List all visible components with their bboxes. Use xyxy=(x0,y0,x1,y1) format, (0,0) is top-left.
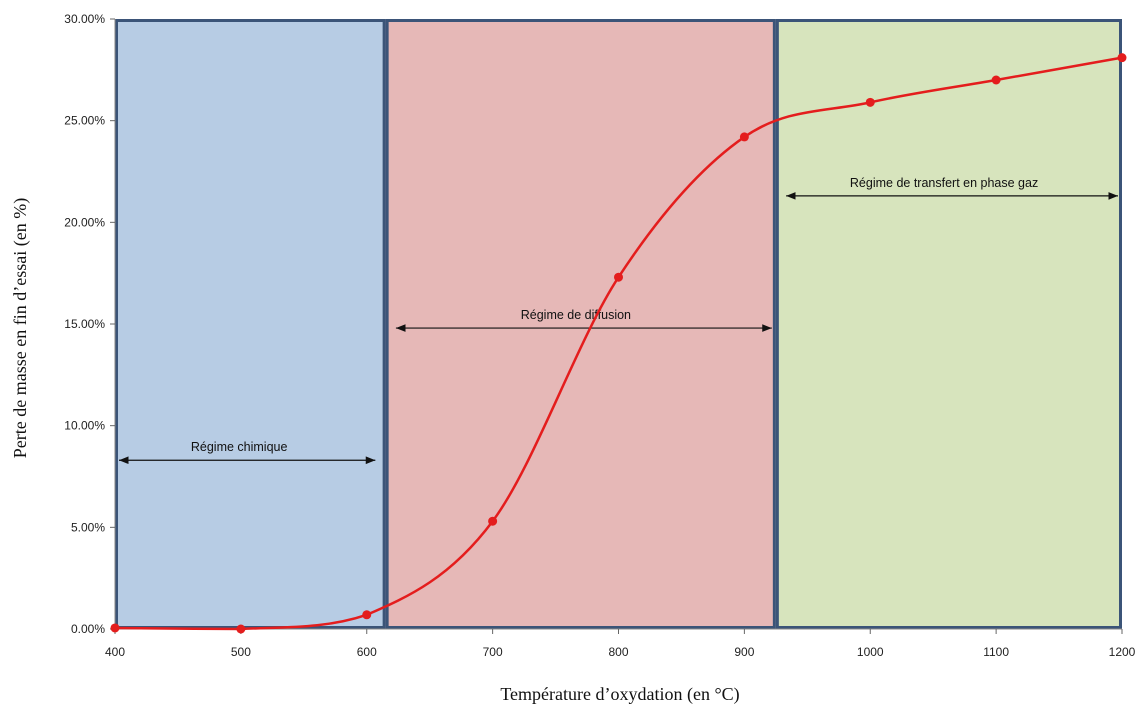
series-line-1 xyxy=(114,56,1123,631)
x-tick-label: 1200 xyxy=(1109,645,1136,659)
x-tick-label: 800 xyxy=(608,645,628,659)
ticks-layer: 0.00% 5.00% 10.00% 15.00% 20.00% 25.00% 30.00%… xyxy=(64,12,1135,659)
data-point-700 xyxy=(488,516,498,526)
y-tick-label: 25.00% xyxy=(64,114,105,128)
data-point-1000 xyxy=(865,97,875,107)
data-point-1100 xyxy=(991,75,1001,85)
x-tick-label: 400 xyxy=(105,645,125,659)
data-point-900 xyxy=(739,132,749,142)
data-point-400 xyxy=(110,623,120,633)
y-tick-label: 15.00% xyxy=(64,317,105,331)
y-tick-label: 0.00% xyxy=(71,622,105,636)
y-tick-label: 30.00% xyxy=(64,12,105,26)
annotation-label-3: Régime de transfert en phase gaz xyxy=(850,176,1038,190)
x-axis-title: Température d’oxydation (en °C) xyxy=(500,684,739,705)
x-tick-label: 1100 xyxy=(983,645,1009,659)
annotation-label-1: Régime chimique xyxy=(191,440,288,454)
x-tick-label: 600 xyxy=(357,645,377,659)
y-axis-title: Perte de masse en fin d’essai (en %) xyxy=(10,198,31,458)
y-tick-label: 20.00% xyxy=(64,215,105,229)
y-tick-label: 5.00% xyxy=(71,520,105,534)
x-tick-label: 700 xyxy=(483,645,503,659)
region-border-3 xyxy=(775,19,1122,629)
region-3 xyxy=(775,19,1122,629)
data-point-600 xyxy=(362,610,372,620)
x-tick-label: 900 xyxy=(734,645,754,659)
y-tick-label: 10.00% xyxy=(64,419,105,433)
region-2 xyxy=(385,19,776,629)
annotations-layer: Régime chimique Régime de diffusion Régime… xyxy=(119,176,1118,465)
x-tick-label: 500 xyxy=(231,645,251,659)
regions-layer xyxy=(115,19,1122,629)
annotation-label-2: Régime de diffusion xyxy=(521,308,631,322)
data-point-500 xyxy=(236,624,246,634)
data-point-800 xyxy=(614,272,623,282)
x-tick-label: 1000 xyxy=(857,645,884,659)
region-1 xyxy=(115,19,386,629)
region-border-2 xyxy=(385,19,776,629)
data-point-1200 xyxy=(1117,53,1127,63)
series-layer xyxy=(110,53,1127,634)
